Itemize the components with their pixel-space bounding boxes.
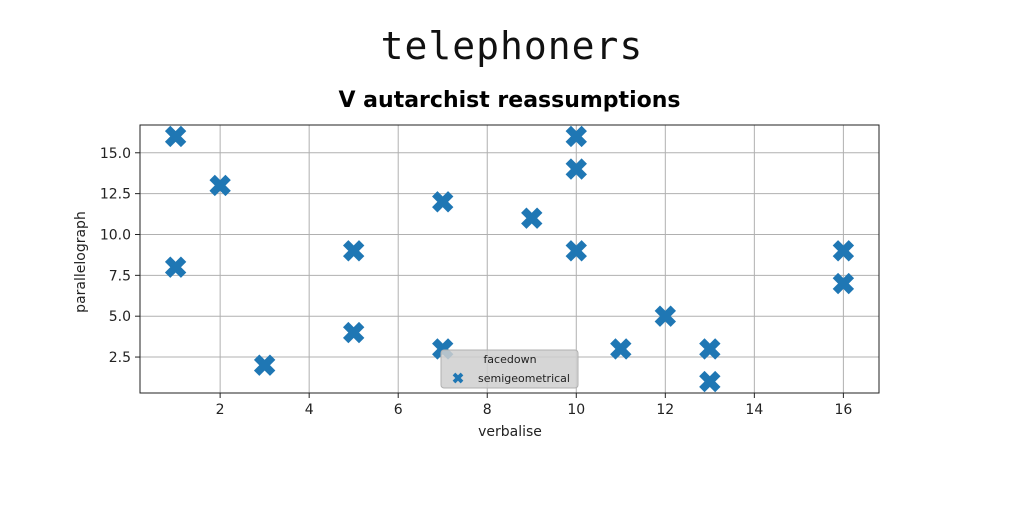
- data-point: [832, 240, 855, 262]
- data-point: [565, 158, 587, 180]
- x-axis-label: verbalise: [478, 424, 542, 440]
- y-tick-label: 2.5: [109, 350, 131, 366]
- x-tick-label: 8: [483, 402, 492, 418]
- x-tick-label: 16: [834, 402, 852, 418]
- data-point: [342, 321, 365, 344]
- legend-marker-icon: [452, 372, 464, 384]
- data-point: [253, 354, 276, 376]
- y-tick-label: 7.5: [109, 268, 131, 284]
- x-tick-label: 12: [656, 402, 674, 418]
- data-point: [565, 240, 587, 262]
- data-point: [699, 338, 721, 360]
- data-point: [432, 191, 454, 213]
- data-point: [699, 370, 721, 393]
- plot-area: [140, 125, 879, 393]
- y-axis-label: parallelograph: [73, 211, 89, 313]
- x-tick-label: 4: [305, 402, 314, 418]
- legend-title: facedown: [483, 353, 536, 366]
- legend: facedown semigeometrical: [440, 349, 579, 389]
- axis-ticks: 2 4 6 8 10 12 14 16 2.5 5.0 7.5 10.0 12.5 15.0: [100, 146, 853, 418]
- y-tick-label: 5.0: [109, 309, 131, 325]
- data-point: [565, 125, 587, 148]
- chart-title: V autarchist reassumptions: [338, 88, 681, 113]
- x-tick-label: 2: [216, 402, 225, 418]
- data-point: [342, 240, 365, 262]
- y-tick-label: 10.0: [100, 227, 131, 243]
- figure-suptitle: telephoners: [380, 24, 644, 68]
- x-tick-label: 14: [745, 402, 763, 418]
- data-point: [164, 125, 187, 148]
- legend-marker-icon: [452, 372, 464, 384]
- y-tick-label: 12.5: [100, 187, 131, 203]
- x-tick-label: 10: [567, 402, 585, 418]
- legend-entry: semigeometrical: [478, 372, 570, 385]
- legend-box: [440, 349, 579, 389]
- data-point: [164, 256, 187, 278]
- data-point: [209, 174, 231, 197]
- y-tick-label: 15.0: [100, 146, 131, 162]
- data-point: [654, 305, 677, 327]
- data-point: [610, 338, 632, 360]
- x-tick-label: 6: [394, 402, 403, 418]
- data-point: [521, 207, 543, 229]
- plot-frame: [139, 124, 880, 394]
- data-point: [832, 272, 855, 295]
